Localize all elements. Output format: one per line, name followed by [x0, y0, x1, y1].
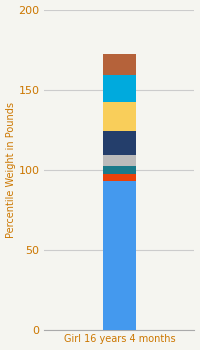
- Bar: [103, 174, 136, 181]
- Bar: [103, 166, 136, 174]
- Bar: [103, 75, 136, 102]
- Y-axis label: Percentile Weight in Pounds: Percentile Weight in Pounds: [6, 102, 16, 238]
- Bar: [103, 131, 136, 155]
- Bar: [103, 102, 136, 131]
- Bar: [103, 181, 136, 330]
- Bar: [103, 54, 136, 75]
- Bar: [103, 155, 136, 166]
